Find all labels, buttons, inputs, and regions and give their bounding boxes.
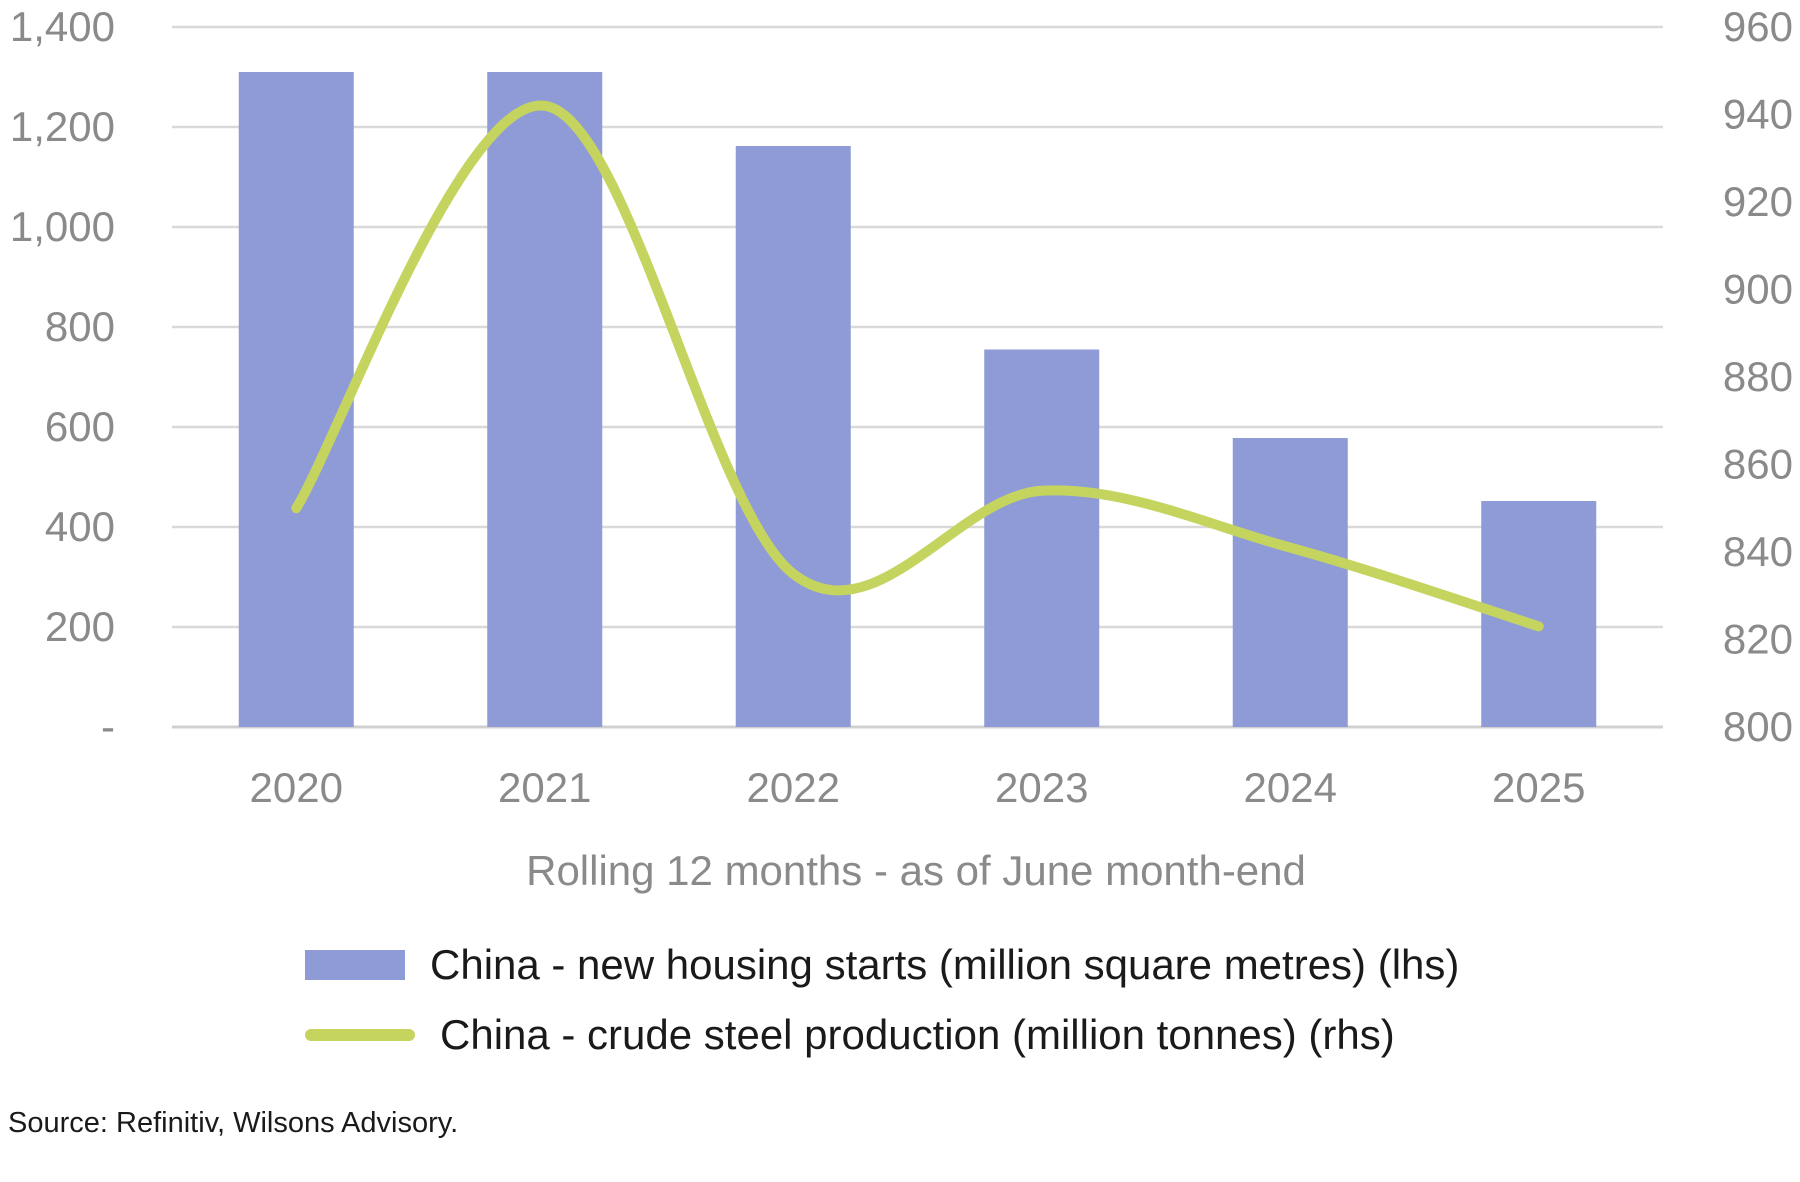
right-tick-label: 840 (1723, 528, 1793, 575)
bar-2022 (735, 146, 851, 727)
bar-2021 (487, 72, 603, 727)
left-tick-label: 1,400 (10, 3, 115, 50)
source-note: Source: Refinitiv, Wilsons Advisory. (8, 1107, 459, 1139)
right-tick-label: 800 (1723, 703, 1793, 750)
bar-series (238, 72, 1597, 727)
left-tick-label: 400 (45, 503, 115, 550)
legend-label-steel: China - crude steel production (million … (440, 1011, 1395, 1058)
x-tick-label: 2025 (1492, 764, 1585, 811)
right-tick-label: 860 (1723, 441, 1793, 488)
legend-swatch-housing (305, 950, 405, 980)
bar-2024 (1232, 438, 1348, 727)
x-tick-label: 2020 (250, 764, 343, 811)
right-tick-label: 920 (1723, 178, 1793, 225)
right-tick-label: 880 (1723, 353, 1793, 400)
legend: China - new housing starts (million squa… (305, 930, 1459, 1070)
legend-item-housing: China - new housing starts (million squa… (305, 930, 1459, 1000)
x-tick-label: 2022 (747, 764, 840, 811)
left-tick-label: 1,200 (10, 103, 115, 150)
left-tick-label: 800 (45, 303, 115, 350)
right-tick-label: 820 (1723, 616, 1793, 663)
right-tick-label: 940 (1723, 91, 1793, 138)
x-tick-label: 2023 (995, 764, 1088, 811)
left-tick-label: 1,000 (10, 203, 115, 250)
legend-item-steel: China - crude steel production (million … (305, 1000, 1459, 1070)
bar-2023 (984, 349, 1100, 727)
left-tick-label: 600 (45, 403, 115, 450)
bar-2020 (238, 72, 354, 727)
line-series (291, 100, 1544, 632)
steel-line (291, 100, 1544, 632)
x-axis-title: Rolling 12 months - as of June month-end (526, 847, 1306, 894)
left-axis-ticks: - 200 400 600 800 1,000 1,200 1,400 (10, 3, 115, 750)
x-tick-label: 2021 (498, 764, 591, 811)
left-tick-label: 200 (45, 603, 115, 650)
x-tick-label: 2024 (1244, 764, 1337, 811)
legend-swatch-steel (305, 1029, 415, 1041)
gridlines (172, 25, 1663, 729)
left-tick-label: - (101, 703, 115, 750)
right-axis-ticks: 800 820 840 860 880 900 920 940 960 (1723, 3, 1793, 750)
right-tick-label: 900 (1723, 266, 1793, 313)
x-axis-ticks: 2020 2021 2022 2023 2024 2025 (250, 764, 1586, 811)
right-tick-label: 960 (1723, 3, 1793, 50)
legend-label-housing: China - new housing starts (million squa… (430, 941, 1460, 988)
